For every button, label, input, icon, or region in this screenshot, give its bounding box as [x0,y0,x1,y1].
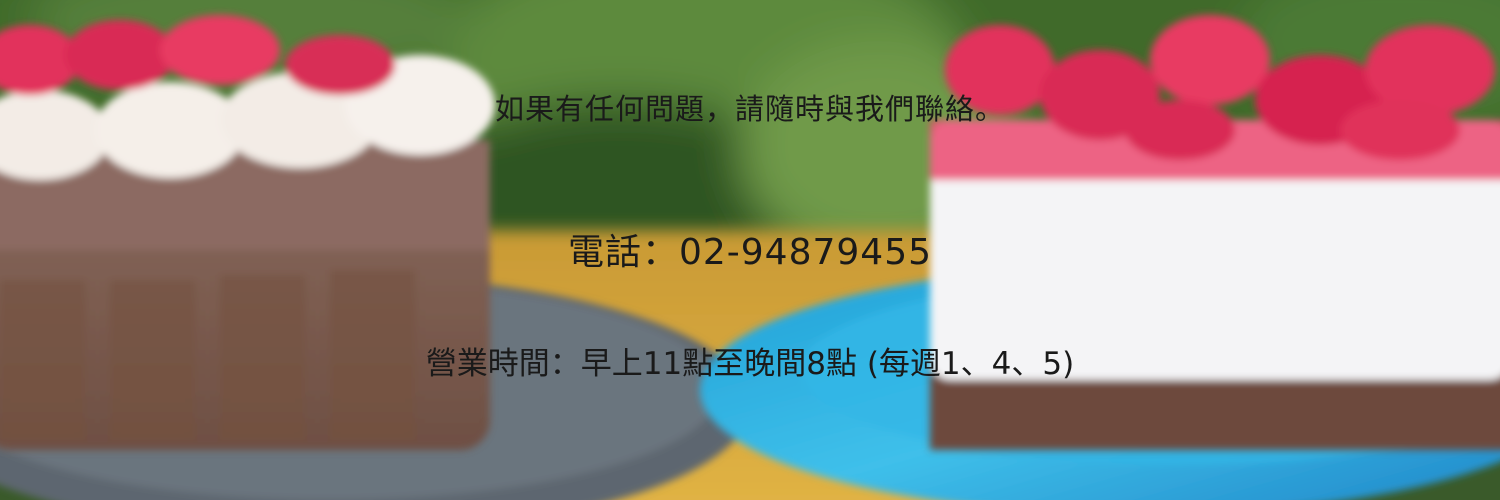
raspberry-cheesecake [930,15,1500,450]
business-hours-text: 營業時間：早上11點至晚間8點 (每週1、4、5) [425,346,1075,382]
chocolate-cake [0,15,495,450]
phone-number-text: 電話：02-94879455 [567,232,933,273]
contact-invitation-text: 如果有任何問題，請隨時與我們聯絡。 [494,92,1005,126]
